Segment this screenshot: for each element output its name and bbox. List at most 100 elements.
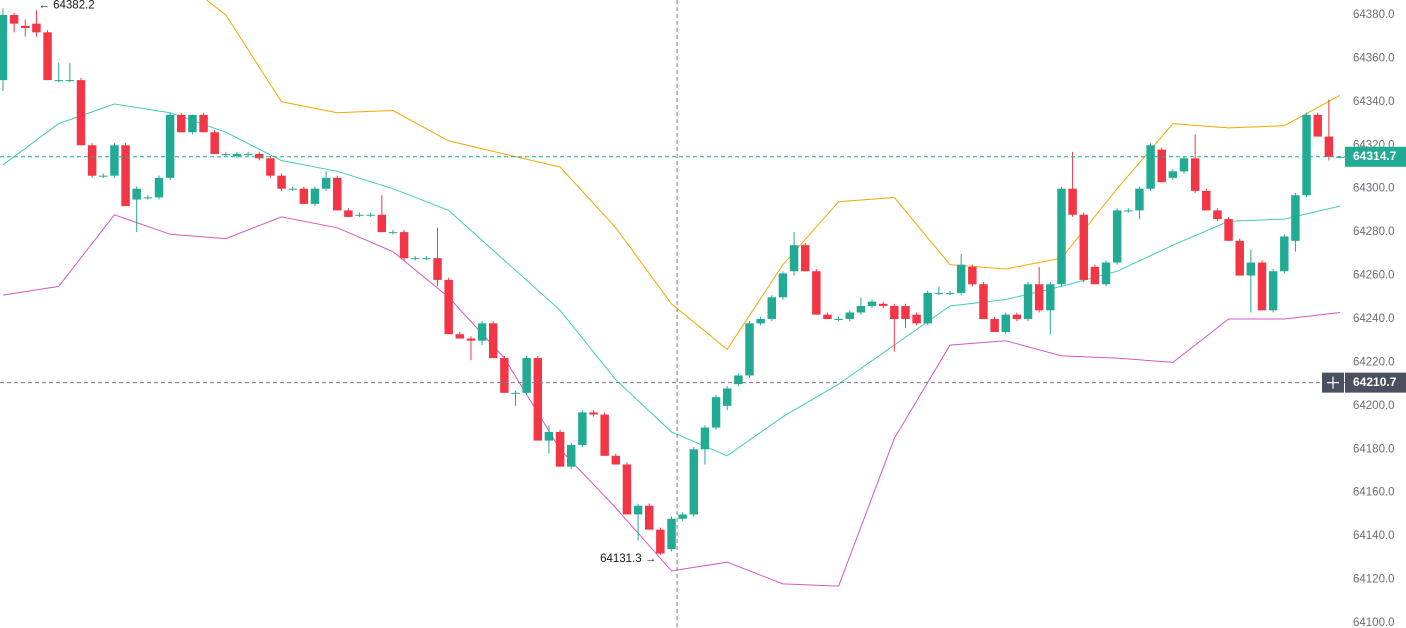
y-tick-label: 64240.0 xyxy=(1353,313,1395,325)
candle-body xyxy=(1012,314,1022,319)
candle-body xyxy=(711,397,721,428)
candle-body xyxy=(856,305,866,313)
candle-body xyxy=(0,14,8,81)
candle-body xyxy=(956,264,966,293)
candle-body xyxy=(210,132,219,154)
candle-body xyxy=(544,431,554,441)
candle-body xyxy=(333,177,342,211)
candle-body xyxy=(1268,271,1278,311)
candle-body xyxy=(321,177,331,189)
candle-body xyxy=(678,514,687,519)
candle-body xyxy=(566,444,576,467)
candle-body xyxy=(979,284,988,319)
candle-body xyxy=(923,292,932,324)
candle-body xyxy=(533,358,543,441)
candle-body xyxy=(355,214,364,216)
crosshair-label: 64210.7 xyxy=(1353,375,1397,389)
candle-body xyxy=(689,449,699,515)
candle-body xyxy=(1112,210,1122,263)
candle-body xyxy=(656,529,665,554)
candle-body xyxy=(945,292,955,294)
candle-body xyxy=(522,358,531,393)
candle-body xyxy=(433,258,442,280)
candle-body xyxy=(54,80,63,82)
candle-body xyxy=(934,292,944,294)
candle-body xyxy=(722,388,732,406)
candle-body xyxy=(255,153,264,159)
candle-body xyxy=(745,323,754,376)
candle-body xyxy=(310,188,320,204)
candle-body xyxy=(221,153,231,155)
crosshair-plus xyxy=(1327,376,1339,389)
candle-body xyxy=(288,188,297,190)
y-tick-label: 64220.0 xyxy=(1353,356,1395,368)
candle-body xyxy=(1146,145,1155,189)
candle-body xyxy=(87,145,97,176)
candle-body xyxy=(366,214,375,216)
candle-body xyxy=(388,232,398,234)
candle-body xyxy=(1190,158,1200,191)
candle-body xyxy=(901,305,910,319)
candle-body xyxy=(789,245,799,272)
candle-body xyxy=(644,505,654,530)
y-tick-label: 64160.0 xyxy=(1353,487,1395,499)
candle-body xyxy=(800,245,810,272)
candle-body xyxy=(455,334,465,339)
band-line xyxy=(2,214,1341,587)
candle-body xyxy=(1090,266,1100,285)
candle-body xyxy=(1179,158,1189,172)
candle-body xyxy=(1213,210,1222,220)
candle-body xyxy=(32,23,41,33)
candle-body xyxy=(700,427,710,450)
candle-body xyxy=(1101,262,1111,285)
candle-body xyxy=(1124,210,1133,212)
candle-body xyxy=(1168,171,1178,178)
candle-body xyxy=(143,197,153,199)
candle-body xyxy=(65,80,75,82)
candle-body xyxy=(466,338,476,341)
candle-body xyxy=(1034,284,1044,311)
y-tick-label: 64380.0 xyxy=(1353,9,1395,21)
annotation: 64131.3 → xyxy=(600,553,656,565)
candle-body xyxy=(1068,188,1077,215)
candle-body xyxy=(1001,314,1010,333)
candle-body xyxy=(444,279,453,335)
candle-body xyxy=(277,175,286,189)
candle-body xyxy=(232,153,242,157)
candle-body xyxy=(968,266,977,285)
candle-body xyxy=(154,177,164,198)
candle-body xyxy=(756,318,765,324)
candle-body xyxy=(767,297,777,319)
y-tick-label: 64200.0 xyxy=(1353,400,1395,412)
y-tick-label: 64120.0 xyxy=(1353,574,1395,586)
candle-body xyxy=(1202,190,1211,211)
candle-body xyxy=(266,158,275,176)
candle-body xyxy=(165,114,175,178)
candle-body xyxy=(422,258,431,260)
candle-body xyxy=(622,464,632,515)
candle-body xyxy=(823,314,832,319)
candle-body xyxy=(1224,219,1233,241)
candle-body xyxy=(9,14,19,24)
candle-body xyxy=(1157,149,1166,183)
candle-body xyxy=(1291,195,1300,241)
candle-body xyxy=(99,175,108,177)
candle-body xyxy=(1257,262,1267,311)
candle-body xyxy=(76,80,86,146)
candle-body xyxy=(243,153,253,155)
candle-body xyxy=(511,392,520,394)
candle-body xyxy=(399,232,409,259)
y-tick-label: 64180.0 xyxy=(1353,443,1395,455)
candle-body xyxy=(177,114,186,133)
candle-body xyxy=(778,273,788,298)
candle-body xyxy=(110,145,119,176)
candle-body xyxy=(812,271,821,315)
plot xyxy=(0,0,1345,587)
y-tick-label: 64300.0 xyxy=(1353,183,1395,195)
candle-body xyxy=(1057,188,1066,285)
candle-body xyxy=(132,188,141,200)
candle-body xyxy=(488,323,498,359)
candle-body xyxy=(299,188,309,204)
candle-body xyxy=(667,518,676,550)
